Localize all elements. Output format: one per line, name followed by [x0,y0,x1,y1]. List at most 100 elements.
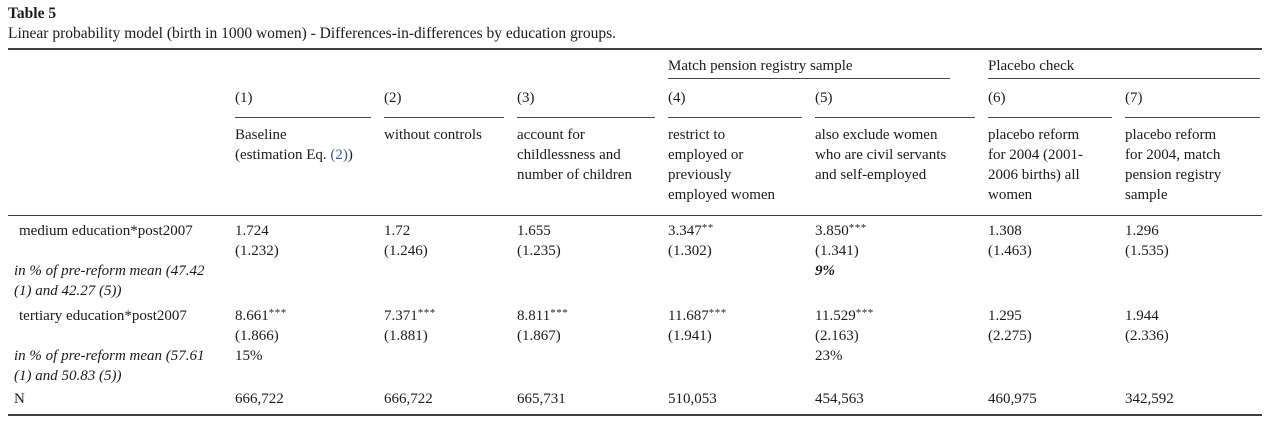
coefficient: 8.661*** [235,306,384,326]
column-number-6: (6) [988,90,1006,106]
coef-value: 1.944 [1125,308,1159,324]
column-underline-5 [815,117,976,118]
col-desc-1-text: Baseline (estimation Eq. [235,127,327,163]
std-error: (2.163) [815,328,859,344]
group-underline-placebo [988,78,1261,79]
coef-value: 1.295 [988,308,1022,324]
table-label: Table 5 [8,5,57,22]
row-observations: N 666,722 666,722 665,731 510,053 454,56… [8,386,1263,416]
coefficient: 1.296 [1125,221,1262,241]
empty-cell [235,261,384,301]
std-error: (2.275) [988,328,1032,344]
equation-link[interactable]: (2) [330,147,348,163]
empty-cell [384,346,517,386]
coefficient: 3.347** [668,221,815,241]
empty-cell [517,346,668,386]
column-underline-6 [988,117,1113,118]
row-label-tertiary-pct: in % of pre-reform mean (57.61 (1) and 5… [14,348,205,384]
coef-cell-5: 3.850*** (1.341) [815,216,988,262]
coef-cell-7: 1.944 (2.336) [1125,301,1262,346]
empty-cell [384,261,517,301]
results-table: Match pension registry sample Placebo ch… [8,48,1263,416]
empty-cell [668,346,815,386]
spacer-cell [8,79,235,118]
column-number-cell-3: (3) [517,79,668,118]
column-number-cell-1: (1) [235,79,384,118]
row-label-tertiary: tertiary education*post2007 [19,308,187,324]
coef-value: 11.687 [668,308,709,324]
coefficient: 1.72 [384,221,517,241]
coef-cell-4: 3.347** (1.302) [668,216,815,262]
table-caption: Linear probability model (birth in 1000 … [8,25,617,42]
group-header-match: Match pension registry sample [668,58,853,74]
significance-stars: ** [701,222,714,234]
coef-value: 8.661 [235,308,269,324]
std-error: (1.463) [988,243,1032,259]
coefficient: 1.944 [1125,306,1262,326]
std-error: (2.336) [1125,328,1169,344]
coefficient: 1.724 [235,221,384,241]
coefficient: 3.850*** [815,221,988,241]
coef-cell-1: 1.724 (1.232) [235,216,384,262]
pct-value-tertiary-c1: 15% [235,348,263,364]
coefficient: 1.295 [988,306,1125,326]
col-desc-7: placebo reform for 2004, match pension r… [1125,118,1263,216]
column-number-4: (4) [668,90,686,106]
column-number-1: (1) [235,90,253,106]
std-error: (1.341) [815,243,859,259]
column-number-2: (2) [384,90,402,106]
spacer-cell [8,48,668,79]
significance-stars: *** [550,307,569,319]
coefficient: 11.687*** [668,306,815,326]
column-number-3: (3) [517,90,535,106]
std-error: (1.867) [517,328,561,344]
coef-value: 8.811 [517,308,551,324]
column-number-cell-5: (5) [815,79,988,118]
col-desc-2: without controls [384,118,517,216]
column-underline-2 [384,117,504,118]
row-tertiary-education: tertiary education*post2007 8.661*** (1.8… [8,301,1262,346]
std-error: (1.881) [384,328,428,344]
coef-value: 1.724 [235,223,269,239]
coef-value: 1.296 [1125,223,1159,239]
empty-cell [668,261,815,301]
col-desc-3: account for childlessness and number of … [517,118,668,216]
coef-cell-6: 1.308 (1.463) [988,216,1125,262]
coef-value: 3.850 [815,223,849,239]
column-underline-7 [1125,117,1261,118]
coef-cell-6: 1.295 (2.275) [988,301,1125,346]
n-cell-2: 666,722 [384,386,517,416]
coef-value: 1.72 [384,223,411,239]
empty-cell [988,346,1125,386]
column-number-cell-6: (6) [988,79,1125,118]
row-label-medium-pct: in % of pre-reform mean (47.42 (1) and 4… [14,263,205,299]
coef-value: 1.655 [517,223,551,239]
column-underline-4 [668,117,802,118]
col-desc-1-close: ) [347,147,353,163]
significance-stars: *** [268,307,287,319]
coef-cell-2: 1.72 (1.246) [384,216,517,262]
std-error: (1.302) [668,243,712,259]
n-cell-3: 665,731 [517,386,668,416]
pct-value-tertiary-c5: 23% [815,348,843,364]
std-error: (1.235) [517,243,561,259]
std-error: (1.246) [384,243,428,259]
group-header-placebo-cell: Placebo check [988,48,1263,79]
coef-value: 7.371 [384,308,418,324]
col-desc-1: Baseline (estimation Eq. (2)) [235,118,384,216]
pct-value-medium-c5: 9% [815,263,835,279]
n-cell-7: 342,592 [1125,386,1263,416]
group-header-placebo: Placebo check [988,58,1075,74]
coef-value: 11.529 [815,308,856,324]
group-header-row: Match pension registry sample Placebo ch… [8,48,1263,79]
col-desc-4: restrict to employed or previously emplo… [668,118,815,216]
significance-stars: *** [708,307,727,319]
coef-cell-2: 7.371*** (1.881) [384,301,517,346]
row-medium-pct-of-mean: in % of pre-reform mean (47.42 (1) and 4… [8,261,1262,301]
coefficient: 11.529*** [815,306,988,326]
col-desc-6: placebo reform for 2004 (2001- 2006 birt… [988,118,1126,216]
column-underline-3 [517,117,655,118]
column-number-5: (5) [815,90,833,106]
std-error: (1.941) [668,328,712,344]
empty-cell [1125,261,1262,301]
